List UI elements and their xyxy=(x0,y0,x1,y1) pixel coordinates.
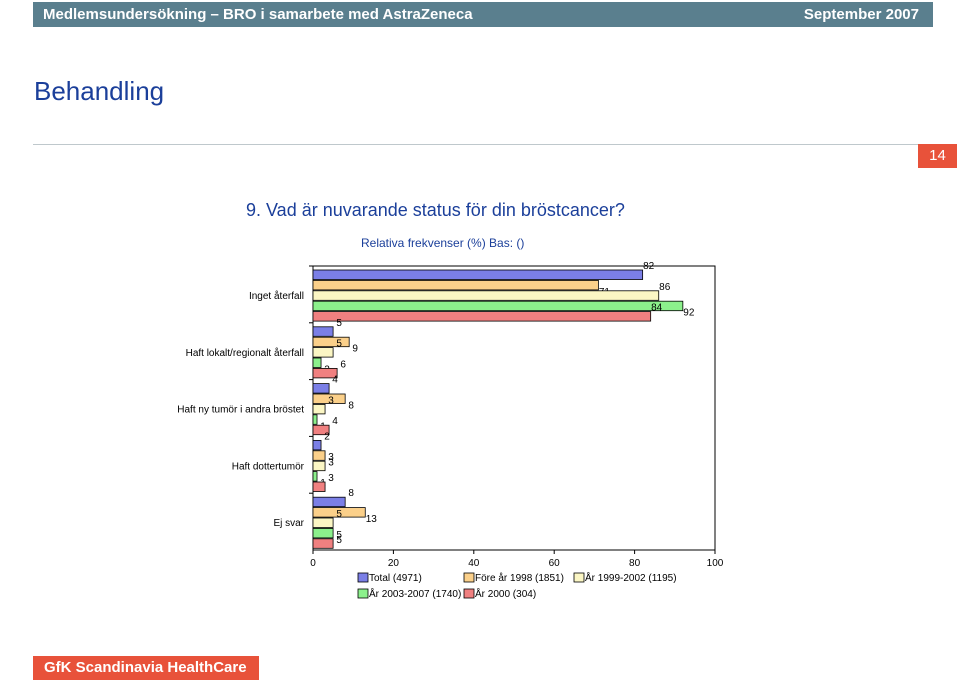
bar xyxy=(312,347,334,358)
data-label: 5 xyxy=(336,535,342,546)
data-label: 5 xyxy=(336,530,342,541)
x-tick-label: 40 xyxy=(468,558,480,569)
legend-label: Total (4971) xyxy=(369,573,422,584)
chart-title: 9. Vad är nuvarande status för din bröst… xyxy=(246,200,625,220)
data-label: 82 xyxy=(643,261,655,272)
data-label: 8 xyxy=(348,488,354,499)
data-label: 3 xyxy=(328,457,334,468)
bar xyxy=(312,290,660,301)
bar xyxy=(312,403,326,415)
data-label: 4 xyxy=(332,416,338,427)
legend-label: År 2000 (304) xyxy=(475,587,536,600)
bar xyxy=(312,336,350,348)
header-title: Medlemsundersökning – BRO i samarbete me… xyxy=(43,6,473,23)
data-label: 4 xyxy=(332,375,338,386)
x-tick-label: 100 xyxy=(707,558,724,569)
bar xyxy=(312,450,326,461)
data-label: 84 xyxy=(651,303,663,314)
data-label: 9 xyxy=(352,344,358,355)
bar xyxy=(312,496,346,508)
x-tick-label: 60 xyxy=(549,558,561,569)
bar xyxy=(312,424,330,436)
data-label: 92 xyxy=(683,308,695,319)
bar xyxy=(312,460,326,472)
bar xyxy=(312,517,334,528)
category-label: Haft ny tumör i andra bröstet xyxy=(177,405,304,416)
data-label: 3 xyxy=(328,452,334,463)
bar xyxy=(312,439,322,451)
bar xyxy=(312,357,322,368)
x-tick-label: 20 xyxy=(388,558,400,569)
page-number-badge: 14 xyxy=(918,144,957,168)
header-bar: Medlemsundersökning – BRO i samarbete me… xyxy=(33,2,933,27)
bar xyxy=(312,300,684,312)
divider xyxy=(33,144,928,145)
legend-label: År 1999-2002 (1195) xyxy=(585,571,677,584)
bar xyxy=(312,269,644,280)
legend-swatch xyxy=(357,572,369,583)
legend-swatch xyxy=(357,588,369,599)
legend-label: År 2003-2007 (1740) xyxy=(369,587,461,600)
bar xyxy=(312,279,599,291)
bar xyxy=(312,414,318,425)
data-label: 8 xyxy=(348,401,354,412)
bar xyxy=(312,538,334,549)
bar xyxy=(312,471,318,482)
legend-swatch xyxy=(573,572,585,583)
data-label: 86 xyxy=(659,282,671,293)
category-label: Haft dottertumör xyxy=(232,461,305,472)
category-label: Inget återfall xyxy=(249,290,304,302)
data-label: 3 xyxy=(328,395,334,406)
bar xyxy=(312,311,652,322)
bar xyxy=(312,367,338,379)
data-label: 2 xyxy=(324,431,330,442)
x-tick-label: 80 xyxy=(629,558,641,569)
header-date: September 2007 xyxy=(803,6,919,23)
legend-swatch xyxy=(463,572,475,583)
data-label: 5 xyxy=(336,339,342,350)
bar xyxy=(312,393,346,404)
bar xyxy=(312,326,334,337)
x-tick-label: 0 xyxy=(310,558,316,569)
chart-subtitle: Relativa frekvenser (%) Bas: () xyxy=(361,236,525,250)
page-heading: Behandling xyxy=(34,76,165,106)
data-label: 5 xyxy=(336,509,342,520)
footer-brand: GfK Scandinavia HealthCare xyxy=(33,656,259,680)
data-label: 13 xyxy=(366,514,378,525)
category-label: Ej svar xyxy=(273,518,304,529)
legend-label: Före år 1998 (1851) xyxy=(475,572,564,584)
data-label: 6 xyxy=(340,359,346,370)
bar xyxy=(312,528,334,539)
bar xyxy=(312,383,330,394)
bar xyxy=(312,481,326,492)
data-label: 3 xyxy=(328,473,334,484)
data-label: 5 xyxy=(336,318,342,329)
bar xyxy=(312,507,366,518)
legend-swatch xyxy=(463,588,475,599)
category-label: Haft lokalt/regionalt återfall xyxy=(186,347,304,359)
